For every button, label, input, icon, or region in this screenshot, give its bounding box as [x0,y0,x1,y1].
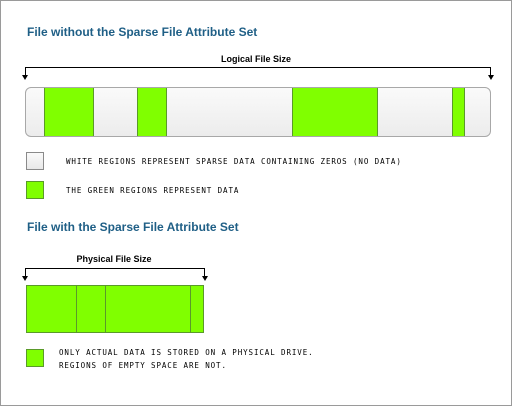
segment-divider [105,286,106,332]
data-region [292,88,378,136]
logical-file-bar [25,87,491,137]
physical-size-label: Physical File Size [76,254,152,264]
data-region [44,88,94,136]
physical-legend-line2: REGIONS OF EMPTY SPACE ARE NOT. [59,361,227,370]
logical-size-bracket [22,67,494,80]
segment-divider [190,286,191,332]
physical-size-bracket [22,268,208,281]
data-region [452,88,465,136]
sparse-legend-swatch [26,152,44,170]
physical-legend-line1: ONLY ACTUAL DATA IS STORED ON A PHYSICAL… [59,348,314,357]
data-legend-swatch [26,181,44,199]
physical-file-bar [26,285,204,333]
logical-size-label: Logical File Size [220,54,292,64]
physical-legend-swatch [26,349,44,367]
logical-section-title: File without the Sparse File Attribute S… [27,25,258,39]
sparse-legend-text: WHITE REGIONS REPRESENT SPARSE DATA CONT… [66,157,402,166]
segment-divider [76,286,77,332]
data-region [137,88,167,136]
physical-section-title: File with the Sparse File Attribute Set [27,220,239,234]
data-legend-text: THE GREEN REGIONS REPRESENT DATA [66,186,240,195]
